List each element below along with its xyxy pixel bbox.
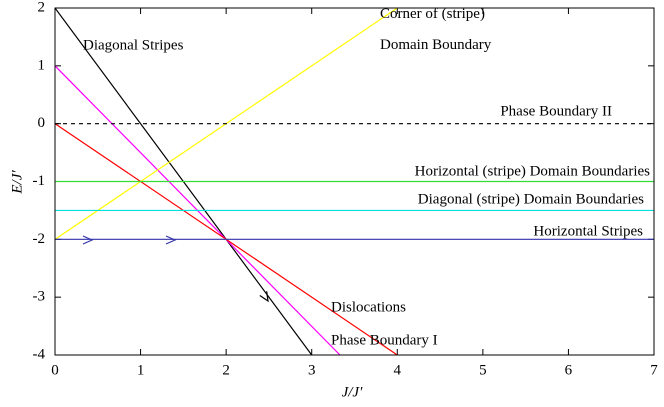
x-tick-label: 4 — [394, 362, 402, 378]
series-label: Horizontal Stripes — [533, 223, 643, 239]
series-label: Phase Boundary I — [331, 332, 438, 348]
x-tick-label: 5 — [479, 362, 487, 378]
plot-lines — [55, 8, 654, 355]
arrow-stroke — [82, 235, 94, 245]
y-tick-label: 2 — [38, 0, 46, 15]
plot-frame — [54, 7, 655, 356]
arrow-head — [82, 235, 94, 245]
x-tick-label: 6 — [565, 362, 573, 378]
y-tick-label: -2 — [33, 231, 46, 247]
y-axis-label: E/J′ — [9, 170, 25, 195]
series-label: Diagonal Stripes — [83, 37, 184, 53]
series-label: Horizontal (stripe) Domain Boundaries — [415, 163, 651, 179]
x-tick-label: 0 — [51, 362, 59, 378]
arrow-stroke — [165, 235, 177, 245]
x-tick-label: 2 — [222, 362, 230, 378]
y-tick-label: -3 — [33, 289, 46, 305]
y-tick-label: 0 — [38, 115, 46, 131]
y-tick-label: 1 — [38, 57, 46, 73]
x-tick-label: 7 — [650, 362, 658, 378]
arrow-head — [259, 291, 269, 303]
y-tick-label: -4 — [33, 346, 46, 362]
arrow-head — [165, 235, 177, 245]
series-label: Diagonal (stripe) Domain Boundaries — [418, 191, 644, 207]
x-tick-label: 3 — [308, 362, 316, 378]
x-tick-label: 1 — [137, 362, 145, 378]
x-axis-label: J/J′ — [342, 384, 363, 400]
series-label: Phase Boundary II — [500, 103, 612, 119]
series-label: Corner of (stripe) Domain Boundary — [380, 6, 492, 53]
series-label: Dislocations — [331, 299, 406, 315]
arrow-stroke — [259, 291, 269, 303]
y-tick-label: -1 — [33, 173, 46, 189]
